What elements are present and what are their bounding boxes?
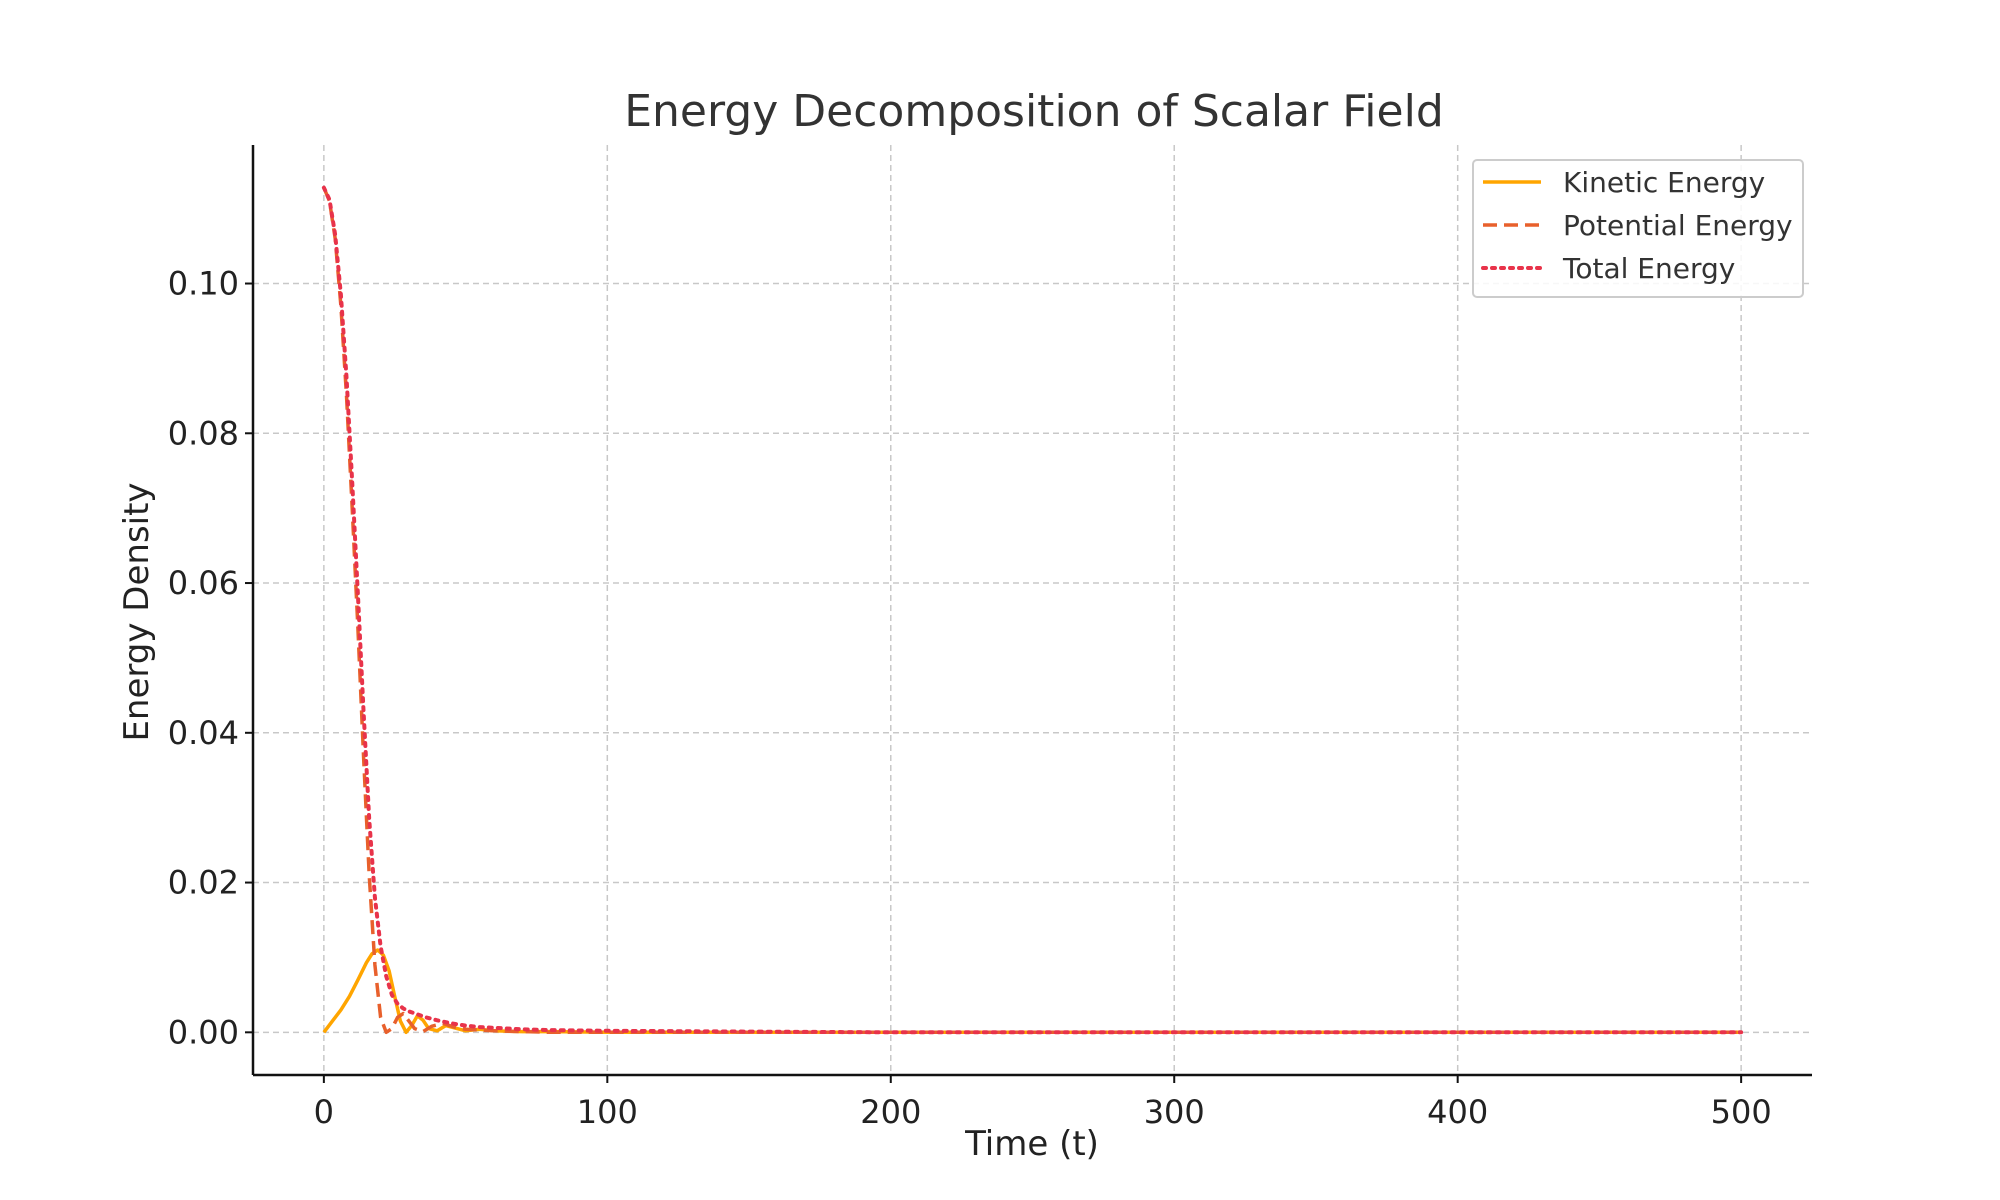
legend-label: Total Energy — [1562, 252, 1735, 285]
series-line-potential-energy — [322, 187, 1742, 1035]
x-tick-label: 400 — [1427, 1093, 1488, 1131]
x-tick-label: 200 — [860, 1093, 921, 1131]
legend-label: Potential Energy — [1563, 209, 1793, 242]
grid-layer — [253, 145, 1812, 1075]
legend: Kinetic Energy Potential Energy Total Ener… — [1472, 159, 1804, 298]
x-tick-label: 100 — [577, 1093, 638, 1131]
series-layer — [321, 185, 1744, 1035]
series-line-total-energy — [321, 185, 1744, 1035]
x-tick-label: 500 — [1711, 1093, 1772, 1131]
legend-label: Kinetic Energy — [1563, 166, 1765, 199]
y-axis-label: Energy Density — [117, 482, 157, 741]
series-line-kinetic-energy — [322, 948, 1742, 1035]
x-tick-label: 300 — [1144, 1093, 1205, 1131]
y-tick-label: 0.10 — [168, 265, 239, 303]
axes-layer: 0 100 200 300 400 500 0.00 0.02 0.04 0.06 0.08 0.10 — [168, 145, 1812, 1131]
chart-title: Energy Decomposition of Scalar Field — [624, 86, 1444, 137]
y-tick-label: 0.04 — [168, 714, 239, 752]
x-axis-label: Time (t) — [964, 1124, 1099, 1164]
legend-box — [1472, 159, 1804, 298]
y-tick-label: 0.06 — [168, 564, 239, 602]
y-tick-label: 0.00 — [168, 1013, 239, 1051]
x-tick-label: 0 — [314, 1093, 334, 1131]
y-tick-label: 0.02 — [168, 864, 239, 902]
y-tick-label: 0.08 — [168, 414, 239, 452]
